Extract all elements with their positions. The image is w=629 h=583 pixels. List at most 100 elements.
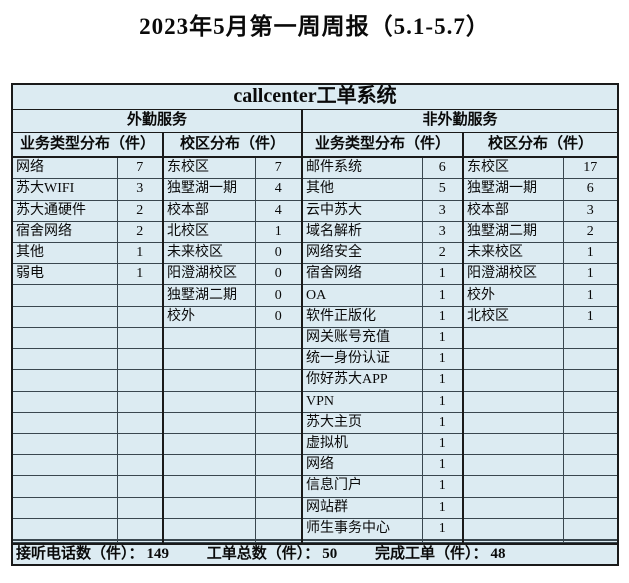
field-campus-count-cell: 1 [254, 220, 303, 244]
nonfield-business-name-cell: 云中苏大 [301, 199, 423, 222]
nonfield-business-count-cell: 1 [421, 475, 464, 498]
nonfield-business-name-cell: 其他 [301, 178, 423, 201]
table-row: 网站群 1 [11, 496, 619, 519]
field-business-count-cell: 1 [116, 263, 164, 286]
field-business-name-cell [11, 475, 118, 498]
nonfield-business-name-cell: VPN [301, 390, 423, 413]
field-campus-count-cell: 4 [254, 178, 303, 201]
nonfield-campus-name-cell: 独墅湖一期 [462, 178, 564, 201]
nonfield-campus-name-cell [462, 517, 564, 541]
field-business-name-cell [11, 496, 118, 519]
page-title: 2023年5月第一周周报（5.1-5.7） [139, 14, 490, 39]
field-campus-count-cell [254, 517, 303, 541]
nonfield-campus-count-cell: 2 [562, 220, 619, 244]
nonfield-campus-count-cell: 3 [562, 199, 619, 222]
nonfield-business-name-cell: 域名解析 [301, 220, 423, 244]
field-campus-count-cell: 4 [254, 199, 303, 222]
nonfield-campus-name-cell [462, 411, 564, 434]
nonfield-campus-count-cell: 6 [562, 178, 619, 201]
nonfield-business-count-cell: 1 [421, 411, 464, 434]
stat-value: 48 [490, 545, 506, 562]
field-business-name-cell: 其他 [11, 241, 118, 265]
completed-tickets-stat: 完成工单（件）： 48 [375, 546, 506, 563]
field-campus-name-cell [162, 390, 256, 413]
nonfield-campus-name-cell [462, 326, 564, 350]
nonfield-business-count-cell: 1 [421, 348, 464, 371]
header-nonfield-campus: 校区分布（件） [461, 131, 619, 158]
nonfield-business-count-cell: 3 [421, 220, 464, 244]
nonfield-campus-count-cell [562, 475, 619, 498]
stat-label: 完成工单（件）： [375, 545, 488, 562]
field-business-name-cell [11, 348, 118, 371]
field-campus-name-cell: 校本部 [162, 199, 256, 222]
field-business-count-cell [116, 305, 164, 328]
field-business-name-cell: 网络 [11, 156, 118, 180]
table-row: 信息门户 1 [11, 475, 619, 498]
field-campus-name-cell [162, 496, 256, 519]
field-campus-count-cell [254, 369, 303, 392]
field-campus-name-cell: 阳澄湖校区 [162, 263, 256, 286]
field-campus-name-cell: 东校区 [162, 156, 256, 180]
field-campus-name-cell [162, 369, 256, 392]
field-business-name-cell [11, 284, 118, 307]
stat-label: 工单总数（件）： [206, 545, 320, 562]
nonfield-campus-count-cell [562, 369, 619, 392]
nonfield-campus-name-cell [462, 454, 564, 477]
field-business-name-cell [11, 454, 118, 477]
field-business-count-cell: 1 [116, 241, 164, 265]
field-business-count-cell: 3 [116, 178, 164, 201]
field-business-count-cell [116, 496, 164, 519]
field-campus-count-cell [254, 411, 303, 434]
field-campus-count-cell [254, 432, 303, 456]
nonfield-campus-count-cell [562, 326, 619, 350]
nonfield-campus-count-cell: 1 [562, 241, 619, 265]
nonfield-campus-count-cell: 1 [562, 284, 619, 307]
field-campus-name-cell [162, 326, 256, 350]
nonfield-business-count-cell: 2 [421, 241, 464, 265]
nonfield-campus-name-cell [462, 369, 564, 392]
table-row: 统一身份认证 1 [11, 348, 619, 371]
field-campus-count-cell [254, 348, 303, 371]
nonfield-campus-count-cell [562, 540, 619, 543]
summary-row: 接听电话数（件）： 149 工单总数（件）： 50 完成工单（件）： 48 [11, 543, 619, 566]
table-row: 网络 7 东校区 7 邮件系统 6 东校区 17 [11, 156, 619, 180]
table-title: callcenter工单系统 [11, 83, 619, 110]
field-campus-name-cell: 独墅湖二期 [162, 284, 256, 307]
field-business-name-cell [11, 369, 118, 392]
field-campus-name-cell: 北校区 [162, 220, 256, 244]
nonfield-campus-count-cell [562, 390, 619, 413]
nonfield-business-name-cell: 网站群 [301, 496, 423, 519]
summary-cell: 接听电话数（件）： 149 工单总数（件）： 50 完成工单（件）： 48 [11, 543, 619, 566]
callcenter-report-table: callcenter工单系统 外勤服务 非外勤服务 业务类型分布（件） 校区分布… [11, 83, 620, 566]
header-field-campus: 校区分布（件） [162, 131, 303, 158]
header-field-business-type: 业务类型分布（件） [11, 131, 164, 158]
nonfield-business-name-cell: 统一身份认证 [301, 348, 423, 371]
nonfield-business-name-cell: 网络 [301, 454, 423, 477]
table-row: 校外 0 软件正版化 1 北校区 1 [11, 305, 619, 328]
nonfield-business-count-cell: 1 [421, 305, 464, 328]
column-header-row: 业务类型分布（件） 校区分布（件） 业务类型分布（件） 校区分布（件） [11, 131, 619, 158]
field-campus-name-cell [162, 475, 256, 498]
field-business-count-cell [116, 411, 164, 434]
stat-value: 149 [146, 545, 170, 562]
nonfield-campus-name-cell [462, 496, 564, 519]
nonfield-campus-count-cell [562, 454, 619, 477]
field-campus-count-cell: 0 [254, 263, 303, 286]
field-business-name-cell [11, 326, 118, 350]
stat-label: 接听电话数（件）： [16, 545, 144, 562]
nonfield-business-count-cell: 6 [421, 156, 464, 180]
field-campus-name-cell: 未来校区 [162, 241, 256, 265]
nonfield-campus-name-cell: 东校区 [462, 156, 564, 180]
table-row: 苏大WIFI 3 独墅湖一期 4 其他 5 独墅湖一期 6 [11, 178, 619, 201]
field-business-count-cell: 7 [116, 156, 164, 180]
field-campus-name-cell [162, 432, 256, 456]
table-row: 宿舍网络 2 北校区 1 域名解析 3 独墅湖二期 2 [11, 220, 619, 244]
field-business-count-cell [116, 432, 164, 456]
nonfield-business-name-cell: 邮件系统 [301, 156, 423, 180]
nonfield-campus-name-cell: 独墅湖二期 [462, 220, 564, 244]
nonfield-business-name-cell: 苏大主页 [301, 411, 423, 434]
nonfield-campus-name-cell: 北校区 [462, 305, 564, 328]
nonfield-campus-count-cell [562, 432, 619, 456]
field-campus-name-cell [162, 454, 256, 477]
field-campus-name-cell: 独墅湖一期 [162, 178, 256, 201]
